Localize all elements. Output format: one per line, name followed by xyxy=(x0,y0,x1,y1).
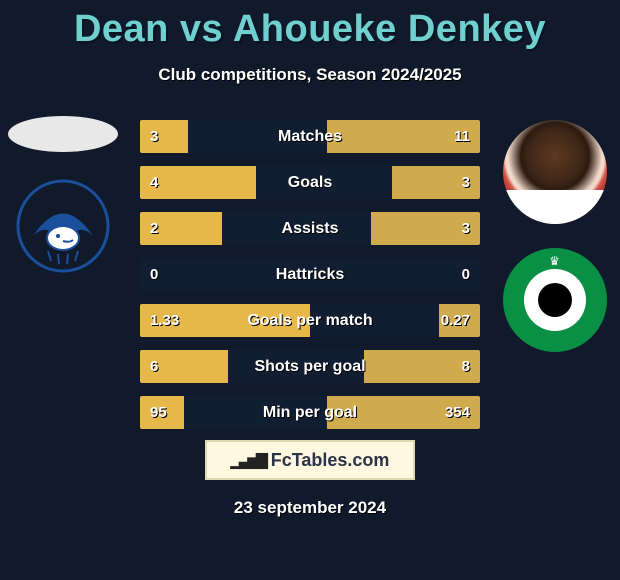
stat-value-right: 3 xyxy=(462,220,470,237)
stat-label: Hattricks xyxy=(276,266,344,284)
player-left-club-crest xyxy=(13,176,113,276)
stat-row-mpg: 95 Min per goal 354 xyxy=(140,396,480,429)
stat-value-right: 11 xyxy=(454,128,470,145)
right-player-column: ♛ xyxy=(497,120,612,352)
left-player-column xyxy=(8,116,118,276)
crown-icon: ♛ xyxy=(549,254,560,268)
stat-label: Min per goal xyxy=(263,404,357,422)
stat-value-right: 3 xyxy=(462,174,470,191)
stat-row-hattricks: 0 Hattricks 0 xyxy=(140,258,480,291)
stat-value-right: 0.27 xyxy=(441,312,470,329)
player-right-club-crest: ♛ xyxy=(503,248,607,352)
stat-value-left: 3 xyxy=(150,128,158,145)
stat-value-left: 1.33 xyxy=(150,312,179,329)
stat-value-right: 354 xyxy=(445,404,470,421)
brand-box: ▁▃▅▇ FcTables.com xyxy=(205,440,415,480)
page-title: Dean vs Ahoueke Denkey xyxy=(0,0,620,51)
stat-row-spg: 6 Shots per goal 8 xyxy=(140,350,480,383)
stat-value-left: 95 xyxy=(150,404,167,421)
player-right-avatar xyxy=(503,120,607,224)
stat-row-assists: 2 Assists 3 xyxy=(140,212,480,245)
stat-row-goals: 4 Goals 3 xyxy=(140,166,480,199)
date-label: 23 september 2024 xyxy=(0,498,620,518)
bar-left xyxy=(140,120,188,153)
stat-label: Matches xyxy=(278,128,342,146)
stat-label: Goals xyxy=(288,174,332,192)
stat-label: Assists xyxy=(282,220,339,238)
stat-row-matches: 3 Matches 11 xyxy=(140,120,480,153)
stat-value-left: 4 xyxy=(150,174,158,191)
stat-label: Shots per goal xyxy=(254,358,365,376)
brand-label: FcTables.com xyxy=(271,450,390,471)
stat-value-left: 2 xyxy=(150,220,158,237)
stat-value-left: 6 xyxy=(150,358,158,375)
subtitle: Club competitions, Season 2024/2025 xyxy=(0,65,620,85)
stat-label: Goals per match xyxy=(247,312,372,330)
player-left-avatar xyxy=(8,116,118,152)
stats-panel: 3 Matches 11 4 Goals 3 2 Assists 3 0 Hat… xyxy=(140,120,480,442)
stat-value-left: 0 xyxy=(150,266,158,283)
bars-icon: ▁▃▅▇ xyxy=(231,451,265,469)
stat-row-gpm: 1.33 Goals per match 0.27 xyxy=(140,304,480,337)
stat-value-right: 8 xyxy=(462,358,470,375)
stat-value-right: 0 xyxy=(462,266,470,283)
